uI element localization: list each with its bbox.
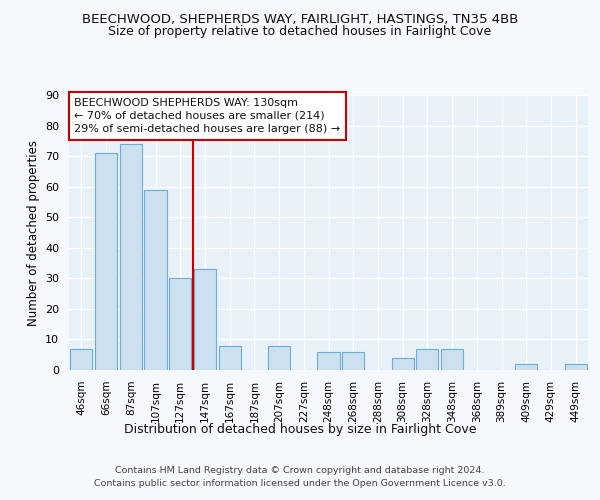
Bar bbox=[95, 153, 117, 370]
Bar bbox=[70, 348, 92, 370]
Bar bbox=[565, 364, 587, 370]
Bar bbox=[145, 190, 167, 370]
Bar bbox=[317, 352, 340, 370]
Bar bbox=[441, 348, 463, 370]
Bar bbox=[515, 364, 538, 370]
Bar bbox=[342, 352, 364, 370]
Bar bbox=[119, 144, 142, 370]
Text: Size of property relative to detached houses in Fairlight Cove: Size of property relative to detached ho… bbox=[109, 25, 491, 38]
Text: Contains public sector information licensed under the Open Government Licence v3: Contains public sector information licen… bbox=[94, 479, 506, 488]
Text: BEECHWOOD SHEPHERDS WAY: 130sqm
← 70% of detached houses are smaller (214)
29% o: BEECHWOOD SHEPHERDS WAY: 130sqm ← 70% of… bbox=[74, 98, 340, 134]
Bar bbox=[218, 346, 241, 370]
Bar bbox=[268, 346, 290, 370]
Bar bbox=[416, 348, 439, 370]
Text: BEECHWOOD, SHEPHERDS WAY, FAIRLIGHT, HASTINGS, TN35 4BB: BEECHWOOD, SHEPHERDS WAY, FAIRLIGHT, HAS… bbox=[82, 12, 518, 26]
Y-axis label: Number of detached properties: Number of detached properties bbox=[26, 140, 40, 326]
Bar bbox=[392, 358, 414, 370]
Text: Contains HM Land Registry data © Crown copyright and database right 2024.: Contains HM Land Registry data © Crown c… bbox=[115, 466, 485, 475]
Bar bbox=[169, 278, 191, 370]
Text: Distribution of detached houses by size in Fairlight Cove: Distribution of detached houses by size … bbox=[124, 422, 476, 436]
Bar bbox=[194, 269, 216, 370]
